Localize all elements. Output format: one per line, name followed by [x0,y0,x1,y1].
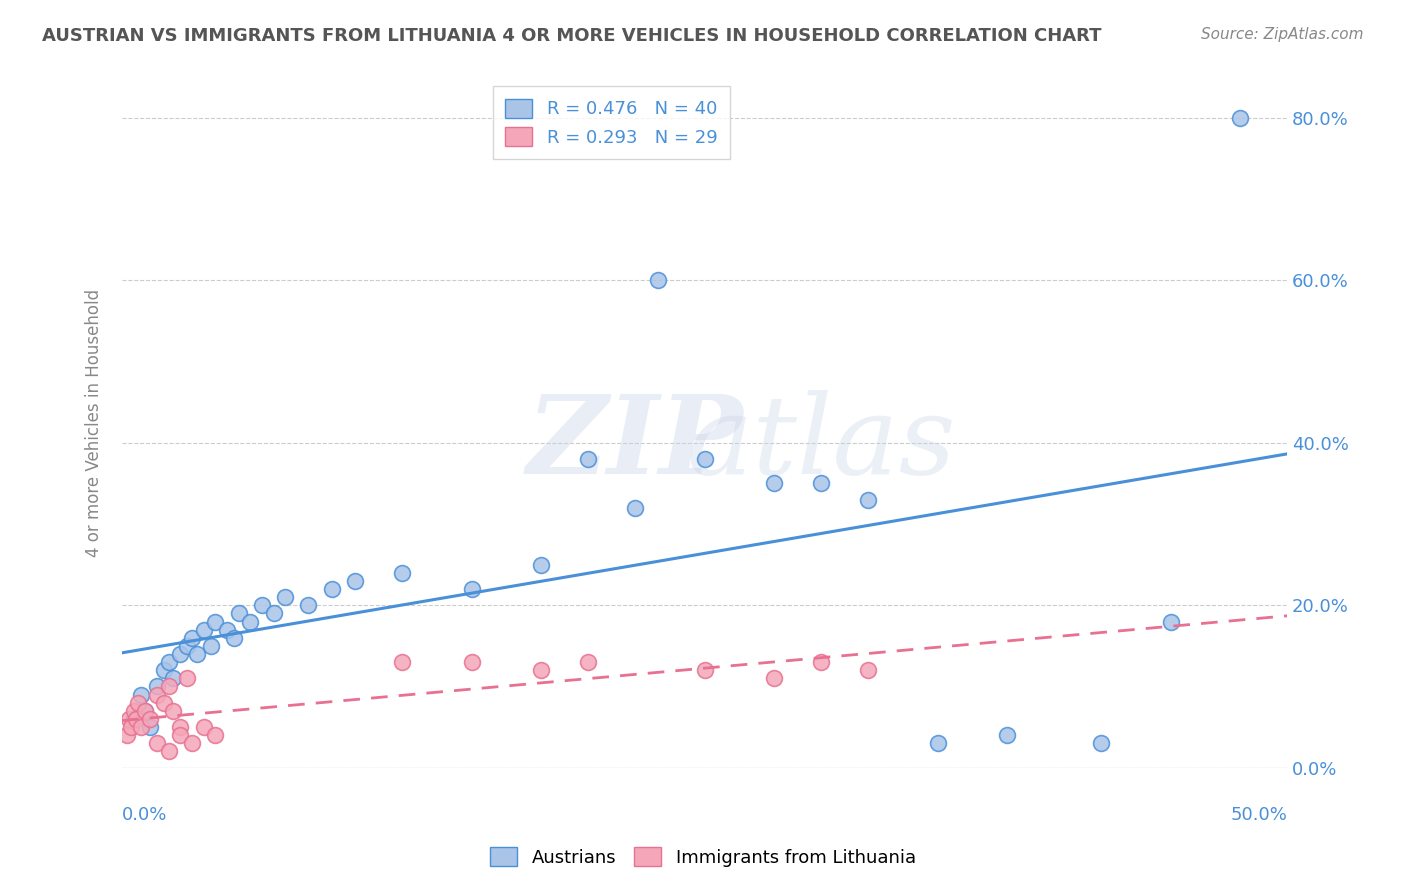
Legend: Austrians, Immigrants from Lithuania: Austrians, Immigrants from Lithuania [482,840,924,874]
Point [153,696,176,710]
Point [204,728,226,742]
Point [127,696,149,710]
Point [810,476,832,491]
Point [181,631,204,645]
Point [125,712,148,726]
Point [129,720,152,734]
Point [162,704,184,718]
Legend: R = 0.476   N = 40, R = 0.293   N = 29: R = 0.476 N = 40, R = 0.293 N = 29 [492,87,730,160]
Point [204,615,226,629]
Point [391,655,413,669]
Point [146,680,169,694]
Point [120,720,142,734]
Point [856,492,879,507]
Point [200,639,222,653]
Point [576,452,599,467]
Point [176,639,198,653]
Point [193,720,215,734]
Y-axis label: 4 or more Vehicles in Household: 4 or more Vehicles in Household [86,288,103,557]
Point [263,607,285,621]
Point [122,704,145,718]
Point [530,558,553,572]
Point [169,647,191,661]
Text: 50.0%: 50.0% [1230,805,1286,823]
Point [129,688,152,702]
Point [139,720,162,734]
Point [763,672,786,686]
Point [647,273,669,287]
Point [239,615,262,629]
Point [810,655,832,669]
Point [250,599,273,613]
Point [228,607,250,621]
Point [118,712,141,726]
Point [693,663,716,677]
Point [146,688,169,702]
Point [623,500,645,515]
Point [763,476,786,491]
Point [927,736,949,750]
Text: atlas: atlas [686,390,956,497]
Point [193,623,215,637]
Point [176,672,198,686]
Point [576,655,599,669]
Text: 0.0%: 0.0% [122,805,167,823]
Point [1090,736,1112,750]
Point [146,736,169,750]
Point [162,672,184,686]
Point [222,631,245,645]
Text: AUSTRIAN VS IMMIGRANTS FROM LITHUANIA 4 OR MORE VEHICLES IN HOUSEHOLD CORRELATIO: AUSTRIAN VS IMMIGRANTS FROM LITHUANIA 4 … [42,27,1102,45]
Point [460,582,482,596]
Point [460,655,482,669]
Point [321,582,343,596]
Point [186,647,208,661]
Point [215,623,238,637]
Point [181,736,204,750]
Point [169,728,191,742]
Point [530,663,553,677]
Point [134,704,156,718]
Point [344,574,367,588]
Point [157,655,180,669]
Point [139,712,162,726]
Point [274,590,297,604]
Point [169,720,191,734]
Point [997,728,1019,742]
Point [153,663,176,677]
Point [693,452,716,467]
Point [856,663,879,677]
Point [297,599,319,613]
Point [391,566,413,580]
Point [1229,111,1251,125]
Text: Source: ZipAtlas.com: Source: ZipAtlas.com [1201,27,1364,42]
Point [115,728,138,742]
Point [157,744,180,758]
Point [122,712,145,726]
Point [1160,615,1182,629]
Text: ZIP: ZIP [526,390,742,497]
Point [134,704,156,718]
Point [157,680,180,694]
